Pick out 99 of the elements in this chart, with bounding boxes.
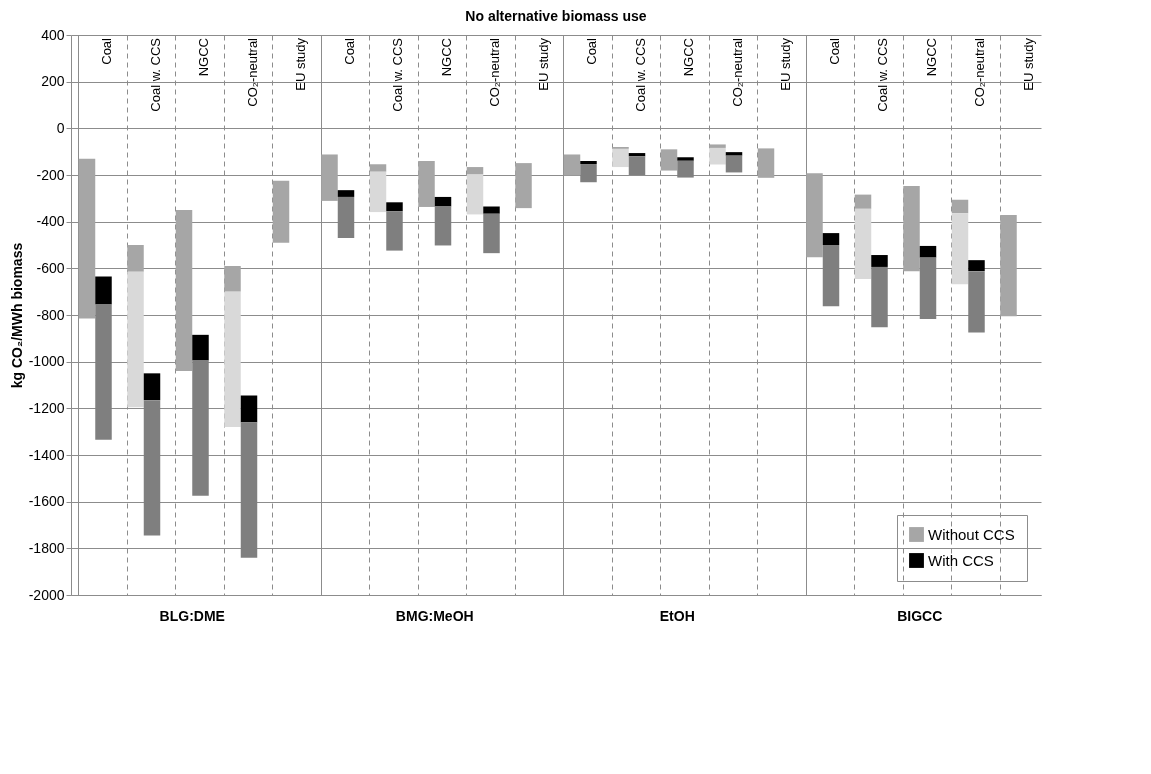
y-tick-label: -1600 (28, 493, 65, 510)
text: BIGCC (897, 608, 943, 624)
text: BMG:MeOH (395, 608, 474, 624)
bar (95, 304, 112, 440)
bar (725, 152, 743, 156)
bar (580, 164, 597, 183)
bar (466, 174, 484, 215)
bar (919, 245, 937, 258)
x-tick-label: Coal w. CCS (390, 37, 406, 112)
legend-label: Without CCS (928, 525, 1015, 543)
bar (192, 334, 209, 361)
x-tick-label: EU study (1020, 37, 1036, 91)
y-tick-label: -600 (36, 259, 65, 276)
bar (321, 154, 338, 201)
bar (78, 158, 96, 319)
x-tick-label: NGCC (681, 38, 697, 77)
x-tick-label: CO₂-neutral (972, 37, 988, 107)
bar (822, 233, 840, 245)
x-tick-label: EU study (535, 37, 551, 91)
y-tick-label: -400 (36, 213, 65, 230)
x-tick-label: CO₂-neutral (487, 37, 503, 107)
bar (143, 373, 161, 401)
y-tick-label: -200 (36, 166, 65, 183)
bar (677, 157, 694, 161)
bar (903, 185, 920, 272)
bar (434, 206, 452, 246)
bar (515, 163, 532, 209)
y-axis-title: kg CO₂/MWh biomass (8, 242, 25, 389)
y-tick-label: -1400 (28, 446, 65, 463)
bar (822, 245, 840, 307)
bar (175, 210, 193, 371)
bar (871, 255, 888, 267)
bar (143, 400, 161, 536)
bar (127, 271, 144, 408)
bar (337, 190, 355, 197)
bar (337, 196, 355, 238)
bar (192, 360, 209, 496)
bar (434, 196, 452, 207)
x-tick-label: NGCC (438, 38, 454, 77)
bar (677, 160, 694, 178)
legend-label: With CCS (928, 551, 994, 569)
text: EtOH (659, 608, 695, 624)
bar (854, 208, 872, 280)
bar (968, 271, 985, 333)
bar (871, 266, 888, 328)
x-tick-label: CO₂-neutral (729, 37, 745, 107)
bar (660, 149, 678, 171)
bar (968, 260, 985, 272)
bar (757, 148, 775, 178)
x-tick-label: EU study (293, 37, 309, 91)
bar (240, 422, 258, 558)
bar (466, 167, 484, 175)
y-tick-label: -1800 (28, 539, 65, 556)
x-tick-label: NGCC (923, 38, 939, 77)
bar (369, 164, 387, 172)
x-tick-label: NGCC (196, 38, 212, 77)
bar (369, 171, 387, 213)
chart-title: No alternative biomass use (465, 8, 647, 24)
bar (951, 213, 969, 285)
bar (483, 213, 500, 254)
x-tick-label: Coal (341, 37, 357, 65)
bar (919, 257, 937, 319)
bar (224, 291, 241, 427)
bar (224, 266, 241, 292)
x-tick-label: Coal w. CCS (147, 37, 163, 112)
x-tick-label: Coal (99, 37, 115, 65)
bar (386, 202, 403, 212)
bar (806, 173, 823, 258)
bar (127, 245, 144, 272)
text: BLG:DME (159, 608, 225, 624)
bar (418, 161, 435, 207)
bar (854, 194, 872, 209)
bar (272, 180, 290, 243)
x-tick-label: Coal (826, 37, 842, 65)
y-tick-label: -800 (36, 306, 65, 323)
bar (580, 161, 597, 165)
bar (725, 155, 743, 173)
x-tick-label: Coal w. CCS (875, 37, 891, 112)
x-tick-label: Coal w. CCS (632, 37, 648, 112)
bar (709, 147, 726, 165)
x-tick-label: EU study (778, 37, 794, 91)
y-tick-label: 200 (41, 73, 65, 90)
y-tick-label: -1000 (28, 353, 65, 370)
y-tick-label: 400 (41, 26, 65, 43)
bar (240, 395, 258, 423)
y-tick-label: 0 (56, 119, 65, 136)
bar (563, 154, 581, 176)
bar (1000, 214, 1017, 317)
bar (386, 211, 403, 251)
bar (709, 144, 726, 148)
bar (483, 206, 500, 214)
y-tick-label: -1200 (28, 399, 65, 416)
y-tick-label: -2000 (28, 586, 65, 603)
x-tick-label: CO₂-neutral (244, 37, 260, 107)
x-tick-label: Coal (584, 37, 600, 65)
bar (612, 148, 629, 168)
bar (628, 156, 646, 175)
bar (951, 199, 969, 214)
bar (95, 276, 112, 305)
